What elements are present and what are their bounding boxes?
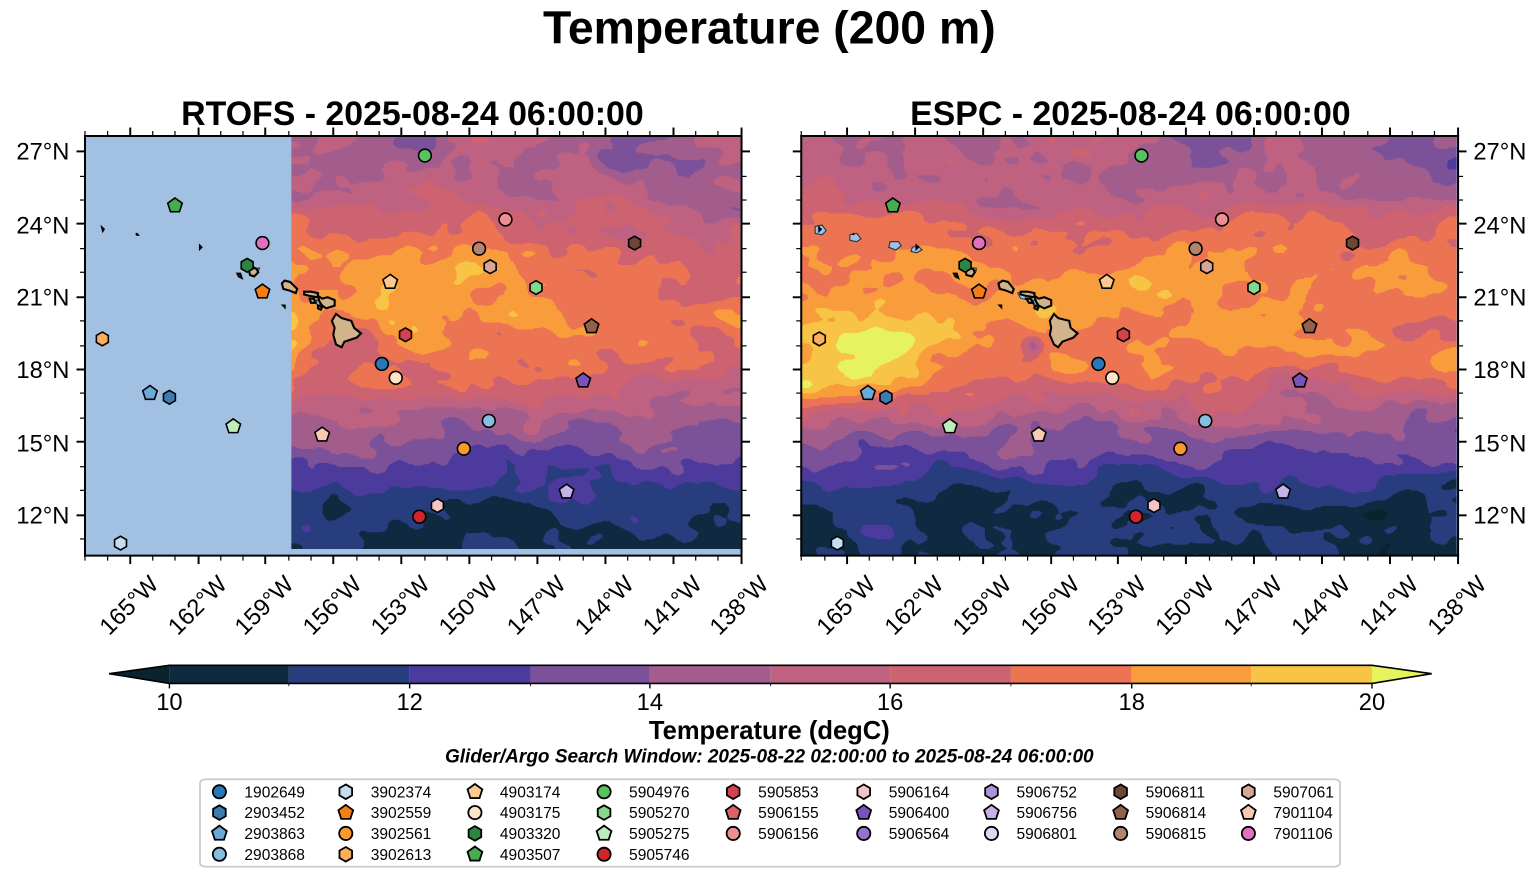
svg-text:15°N: 15°N (1473, 431, 1526, 457)
svg-text:5906756: 5906756 (1016, 805, 1077, 822)
svg-text:2903452: 2903452 (244, 805, 305, 822)
svg-text:Temperature (200 m): Temperature (200 m) (543, 2, 996, 54)
svg-text:5906164: 5906164 (889, 784, 950, 801)
svg-text:16: 16 (877, 690, 903, 716)
svg-text:3902613: 3902613 (371, 847, 432, 864)
svg-text:4903320: 4903320 (500, 826, 561, 843)
svg-text:2903863: 2903863 (244, 826, 305, 843)
svg-text:12: 12 (396, 690, 422, 716)
svg-text:14: 14 (637, 690, 663, 716)
svg-text:10: 10 (156, 690, 182, 716)
svg-text:Temperature (degC): Temperature (degC) (649, 717, 890, 745)
svg-text:ESPC - 2025-08-24 06:00:00: ESPC - 2025-08-24 06:00:00 (910, 95, 1351, 133)
svg-text:5904976: 5904976 (629, 784, 690, 801)
svg-text:5907061: 5907061 (1273, 784, 1334, 801)
svg-text:27°N: 27°N (16, 140, 69, 166)
svg-text:2903868: 2903868 (244, 847, 305, 864)
svg-text:4903174: 4903174 (500, 784, 561, 801)
svg-text:24°N: 24°N (16, 213, 69, 239)
svg-text:Glider/Argo Search Window: 202: Glider/Argo Search Window: 2025-08-22 02… (445, 747, 1094, 768)
svg-text:5906811: 5906811 (1146, 784, 1205, 801)
svg-text:5905746: 5905746 (629, 847, 690, 864)
svg-text:5906564: 5906564 (889, 826, 950, 843)
svg-text:5906801: 5906801 (1016, 826, 1077, 843)
svg-text:15°N: 15°N (16, 431, 69, 457)
svg-text:7901106: 7901106 (1273, 826, 1332, 843)
svg-text:21°N: 21°N (16, 286, 69, 312)
svg-text:4903175: 4903175 (500, 805, 561, 822)
svg-text:18°N: 18°N (1473, 358, 1526, 384)
svg-text:RTOFS - 2025-08-24 06:00:00: RTOFS - 2025-08-24 06:00:00 (181, 95, 644, 133)
svg-text:5906815: 5906815 (1146, 826, 1207, 843)
svg-text:5905275: 5905275 (629, 826, 690, 843)
svg-text:5905270: 5905270 (629, 805, 690, 822)
svg-text:18°N: 18°N (16, 358, 69, 384)
svg-text:3902374: 3902374 (371, 784, 432, 801)
svg-text:5906752: 5906752 (1016, 784, 1077, 801)
svg-text:12°N: 12°N (1473, 504, 1526, 530)
svg-text:1902649: 1902649 (244, 784, 305, 801)
svg-text:5906155: 5906155 (758, 805, 819, 822)
svg-text:24°N: 24°N (1473, 213, 1526, 239)
svg-text:3902561: 3902561 (371, 826, 432, 843)
svg-text:3902559: 3902559 (371, 805, 432, 822)
svg-text:21°N: 21°N (1473, 286, 1526, 312)
svg-text:5906814: 5906814 (1146, 805, 1207, 822)
svg-text:20: 20 (1359, 690, 1385, 716)
svg-text:5906156: 5906156 (758, 826, 819, 843)
svg-text:18: 18 (1119, 690, 1145, 716)
svg-text:4903507: 4903507 (500, 847, 561, 864)
svg-text:27°N: 27°N (1473, 140, 1526, 166)
svg-text:5906400: 5906400 (889, 805, 950, 822)
svg-text:12°N: 12°N (16, 504, 69, 530)
svg-text:7901104: 7901104 (1273, 805, 1333, 822)
svg-text:5905853: 5905853 (758, 784, 819, 801)
